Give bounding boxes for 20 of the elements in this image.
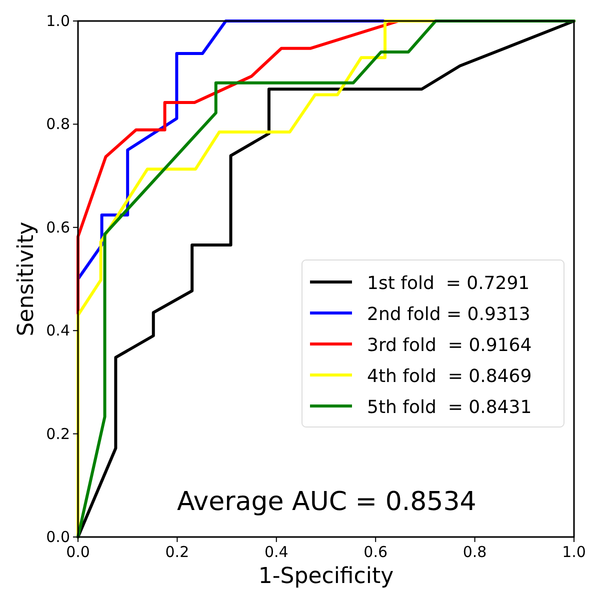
x-tick-label: 0.0 bbox=[66, 543, 90, 561]
x-tick-label: 0.4 bbox=[264, 543, 288, 561]
x-axis-title: 1-Specificity bbox=[258, 564, 394, 589]
y-tick-label: 1.0 bbox=[46, 12, 70, 30]
x-tick-label: 0.6 bbox=[364, 543, 388, 561]
legend-label: 4th fold = 0.8469 bbox=[367, 366, 532, 387]
legend-label: 1st fold = 0.7291 bbox=[367, 273, 530, 294]
legend-label: 3rd fold = 0.9164 bbox=[367, 335, 532, 356]
annotation: Average AUC = 0.8534 bbox=[177, 487, 476, 517]
y-tick-label: 0.0 bbox=[46, 528, 70, 546]
y-tick-label: 0.6 bbox=[46, 218, 70, 236]
legend-label: 2nd fold = 0.9313 bbox=[367, 304, 530, 325]
x-tick-label: 0.2 bbox=[165, 543, 190, 561]
x-tick-label: 0.8 bbox=[462, 543, 487, 561]
y-tick-label: 0.2 bbox=[46, 424, 70, 443]
x-tick-label: 1.0 bbox=[562, 543, 586, 561]
y-tick-label: 0.4 bbox=[46, 322, 70, 340]
y-tick-label: 0.8 bbox=[46, 115, 70, 134]
legend-label: 5th fold = 0.8431 bbox=[367, 397, 532, 418]
y-axis-title: Sensitivity bbox=[14, 222, 39, 336]
